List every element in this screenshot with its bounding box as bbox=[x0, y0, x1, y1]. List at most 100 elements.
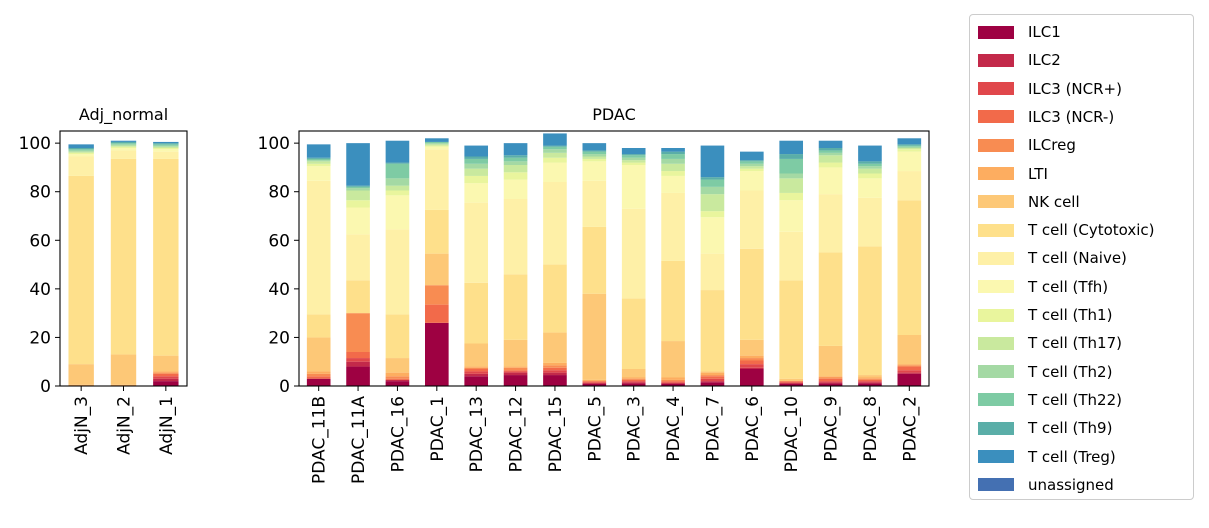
legend-item: T cell (Th1) bbox=[978, 305, 1112, 325]
bar-segment bbox=[110, 148, 137, 151]
bar-segment bbox=[621, 298, 646, 369]
legend-swatch bbox=[978, 82, 1014, 96]
bar-segment bbox=[661, 154, 685, 159]
bar-segment bbox=[306, 163, 331, 167]
y-tick-label: 100 bbox=[258, 134, 290, 154]
bar-segment bbox=[543, 375, 567, 386]
bar-segment bbox=[153, 371, 179, 373]
y-tick-label: 80 bbox=[268, 183, 290, 203]
bar-segment bbox=[464, 366, 489, 368]
bar-segment bbox=[818, 155, 843, 163]
bar-segment bbox=[779, 378, 804, 382]
bar-segment bbox=[153, 148, 179, 150]
bar-segment bbox=[700, 145, 725, 178]
bar-segment bbox=[779, 200, 804, 232]
bar-segment bbox=[543, 332, 567, 363]
bar-segment bbox=[543, 370, 567, 373]
bar-segment bbox=[661, 151, 685, 155]
bar-segment bbox=[779, 140, 804, 155]
bar-segment bbox=[818, 377, 843, 379]
bar-segment bbox=[700, 381, 725, 383]
bar-segment bbox=[385, 163, 410, 179]
bar-segment bbox=[582, 143, 607, 151]
y-tick-label: 100 bbox=[19, 134, 51, 154]
bar-segment bbox=[661, 341, 685, 378]
bar-segment bbox=[503, 155, 528, 158]
bar-segment bbox=[779, 178, 804, 193]
bar-segment bbox=[897, 200, 922, 335]
bar-segment bbox=[110, 150, 137, 159]
bar-segment bbox=[818, 383, 843, 386]
bar-segment bbox=[700, 217, 725, 254]
bar-segment bbox=[621, 155, 646, 158]
x-tick-label: PDAC_4 bbox=[664, 396, 684, 462]
bar-segment bbox=[503, 172, 528, 180]
bar-segment bbox=[153, 149, 179, 152]
legend-swatch bbox=[978, 336, 1014, 350]
bar-segment bbox=[543, 149, 567, 153]
bar-segment bbox=[779, 158, 804, 174]
bar-segment bbox=[346, 313, 370, 352]
bar-segment bbox=[385, 376, 410, 379]
legend-label: T cell (Tfh) bbox=[1028, 277, 1109, 296]
chart-panel-0: 0 20 40 60 80 100 AdjN_3 AdjN_2 AdjN_1 Adj_normal bbox=[19, 105, 188, 455]
bar-segment bbox=[661, 192, 685, 261]
bar-segment bbox=[68, 150, 94, 152]
bar-segment bbox=[740, 168, 764, 172]
bar-segment bbox=[582, 158, 607, 162]
bar-segment bbox=[700, 179, 725, 187]
bar-segment bbox=[582, 156, 607, 159]
bar-segment bbox=[582, 293, 607, 380]
bar-segment bbox=[818, 140, 843, 148]
legend-label: T cell (Th17) bbox=[1028, 334, 1122, 353]
legend-label: ILC3 (NCR+) bbox=[1028, 79, 1122, 98]
bar-segment bbox=[740, 358, 764, 361]
bar-segment bbox=[897, 148, 922, 150]
bar-segment bbox=[661, 381, 685, 383]
bar-segment bbox=[425, 144, 449, 146]
charts-canvas: 0 20 40 60 80 100 AdjN_3 AdjN_2 AdjN_1 Adj_normal… bbox=[19, 105, 930, 484]
x-tick-label: PDAC_3 bbox=[625, 396, 645, 462]
bar-segment bbox=[779, 383, 804, 386]
bar-segment bbox=[700, 372, 725, 376]
bar-segment bbox=[385, 185, 410, 191]
bar-segment bbox=[503, 157, 528, 162]
legend-swatch bbox=[978, 280, 1014, 294]
bar-segment bbox=[818, 194, 843, 253]
legend-item: NK cell bbox=[978, 192, 1080, 212]
x-tick-label: PDAC_15 bbox=[546, 396, 566, 472]
bar-segment bbox=[385, 378, 410, 380]
bar-segment bbox=[858, 168, 882, 174]
legend-swatch bbox=[978, 138, 1014, 152]
bar-segment bbox=[503, 375, 528, 386]
legend-swatch bbox=[978, 195, 1014, 209]
legend-label: NK cell bbox=[1028, 192, 1080, 211]
bar-segment bbox=[858, 178, 882, 198]
bar-segment bbox=[818, 381, 843, 383]
bar-segment bbox=[346, 185, 370, 187]
bar-segment bbox=[385, 379, 410, 382]
legend-label: ILC3 (NCR-) bbox=[1028, 107, 1115, 126]
bar-segment bbox=[858, 378, 882, 380]
bar-segment bbox=[818, 378, 843, 382]
bar-segment bbox=[700, 194, 725, 212]
bar-segment bbox=[346, 143, 370, 186]
bar-segment bbox=[582, 382, 607, 384]
bar-segment bbox=[425, 138, 449, 142]
x-tick-label: AdjN_1 bbox=[157, 396, 177, 455]
bar-segment bbox=[503, 143, 528, 156]
bar-segment bbox=[700, 378, 725, 382]
legend-label: ILC1 bbox=[1028, 23, 1061, 41]
bar-segment bbox=[385, 178, 410, 186]
bar-segment bbox=[582, 151, 607, 155]
bar-segment bbox=[153, 376, 179, 379]
bar-segment bbox=[818, 162, 843, 168]
bar-segment bbox=[621, 377, 646, 379]
bar-segment bbox=[818, 150, 843, 153]
y-tick-label: 0 bbox=[279, 377, 290, 397]
bar-segment bbox=[425, 304, 449, 323]
bar-segment bbox=[503, 274, 528, 340]
bar-segment bbox=[700, 211, 725, 218]
bar-segment bbox=[425, 141, 449, 144]
bar-segment bbox=[779, 382, 804, 384]
